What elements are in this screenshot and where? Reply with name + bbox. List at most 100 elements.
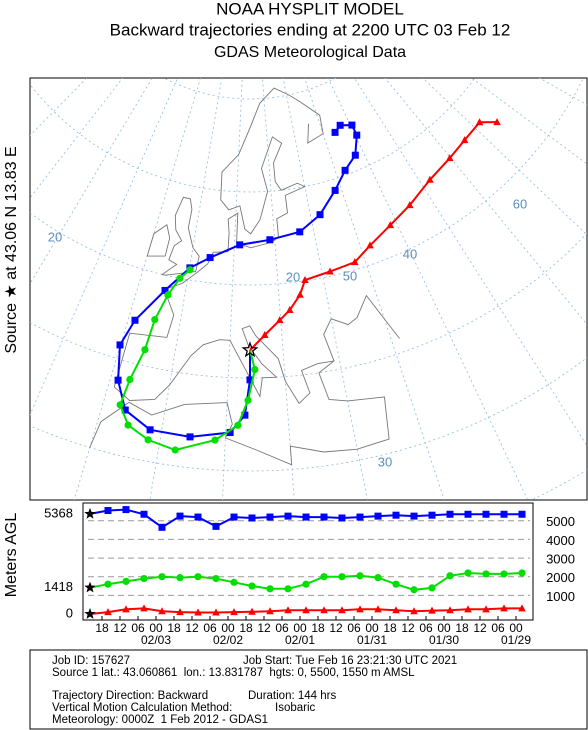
job-id: Job ID: 157627	[52, 655, 130, 667]
y-tick-label: 5000	[546, 514, 575, 529]
marker	[114, 376, 122, 384]
marker	[211, 436, 219, 444]
x-tick-label: 12	[185, 621, 199, 635]
marker	[302, 513, 310, 521]
marker	[116, 401, 124, 409]
marker	[140, 510, 148, 518]
marker	[158, 523, 166, 531]
title: NOAA HYSPLIT MODEL	[216, 0, 404, 18]
marker	[302, 580, 310, 588]
map: 20 20 30 40 50 60	[30, 78, 587, 500]
marker	[326, 267, 334, 275]
graticule	[327, 78, 529, 500]
marker	[445, 154, 454, 162]
marker	[194, 573, 202, 581]
marker	[176, 608, 184, 616]
start-label: 0	[66, 605, 73, 620]
marker	[301, 275, 309, 283]
marker	[296, 290, 304, 298]
marker	[248, 607, 256, 615]
marker	[194, 608, 202, 616]
x-tick-label: 18	[311, 621, 325, 635]
x-tick-label: 06	[203, 621, 217, 635]
marker	[176, 274, 184, 282]
x-tick-label: 00	[293, 621, 307, 635]
grid-label: 40	[403, 246, 417, 261]
marker	[121, 406, 129, 414]
marker	[331, 186, 339, 194]
x-tick-label: 06	[275, 621, 289, 635]
marker	[104, 507, 112, 515]
marker	[500, 604, 508, 612]
marker	[266, 607, 274, 615]
height-panel	[82, 502, 534, 621]
graticule	[30, 78, 476, 193]
marker	[410, 586, 418, 594]
marker	[122, 605, 130, 613]
marker	[236, 241, 244, 249]
marker	[171, 446, 179, 454]
marker	[518, 569, 526, 577]
start-star	[84, 581, 96, 593]
x-tick-label: 12	[329, 621, 343, 635]
grid-label: 20	[286, 269, 300, 284]
marker	[176, 574, 184, 582]
marker	[116, 341, 124, 349]
marker	[248, 582, 256, 590]
marker	[356, 572, 364, 580]
marker	[230, 513, 238, 521]
marker	[374, 512, 382, 520]
x-tick-label: 18	[95, 621, 109, 635]
direction: Trajectory Direction: Backward	[52, 690, 208, 702]
marker	[338, 573, 346, 581]
marker	[186, 433, 194, 441]
meteorology: Meteorology: 0000Z 1 Feb 2012 - GDAS1	[52, 714, 268, 726]
marker	[284, 512, 292, 520]
marker	[226, 428, 234, 436]
marker	[331, 128, 339, 136]
marker	[206, 254, 214, 262]
marker	[464, 569, 472, 577]
y-tick-label: 2000	[546, 570, 575, 585]
marker	[374, 605, 382, 613]
y-axis-label: Meters AGL	[3, 513, 20, 598]
marker	[158, 607, 166, 615]
grid-label: 20	[48, 229, 62, 244]
marker	[161, 286, 169, 294]
job-start: Job Start: Tue Feb 16 23:21:30 UTC 2021	[243, 655, 457, 667]
marker	[212, 608, 220, 616]
marker	[284, 606, 292, 614]
marker	[392, 511, 400, 519]
marker	[122, 506, 130, 514]
vertical-value: Isobaric	[275, 702, 316, 714]
x-tick-label: 06	[347, 621, 361, 635]
marker	[212, 574, 220, 583]
x-tick-label: 00	[221, 621, 235, 635]
marker	[186, 266, 194, 274]
marker	[493, 118, 501, 126]
x-tick-label: 18	[239, 621, 253, 635]
marker	[348, 121, 356, 129]
coastline	[89, 360, 390, 466]
marker	[392, 580, 400, 588]
marker	[141, 346, 149, 354]
x-tick-label: 00	[365, 621, 379, 635]
marker	[392, 606, 400, 614]
x-tick-label: 00	[437, 621, 451, 635]
marker	[518, 604, 526, 612]
marker	[426, 175, 434, 183]
marker	[500, 570, 508, 578]
marker	[320, 606, 328, 614]
marker	[131, 316, 139, 324]
marker	[284, 585, 292, 593]
date-label: 01/29	[501, 633, 531, 647]
duration: Duration: 144 hrs	[248, 690, 336, 702]
marker	[104, 580, 112, 588]
marker	[356, 513, 364, 521]
date-label: 02/01	[285, 633, 315, 647]
marker	[122, 577, 130, 585]
data-source: GDAS Meteorological Data	[214, 44, 406, 61]
marker	[351, 151, 359, 159]
marker	[428, 584, 436, 592]
marker	[261, 330, 269, 338]
